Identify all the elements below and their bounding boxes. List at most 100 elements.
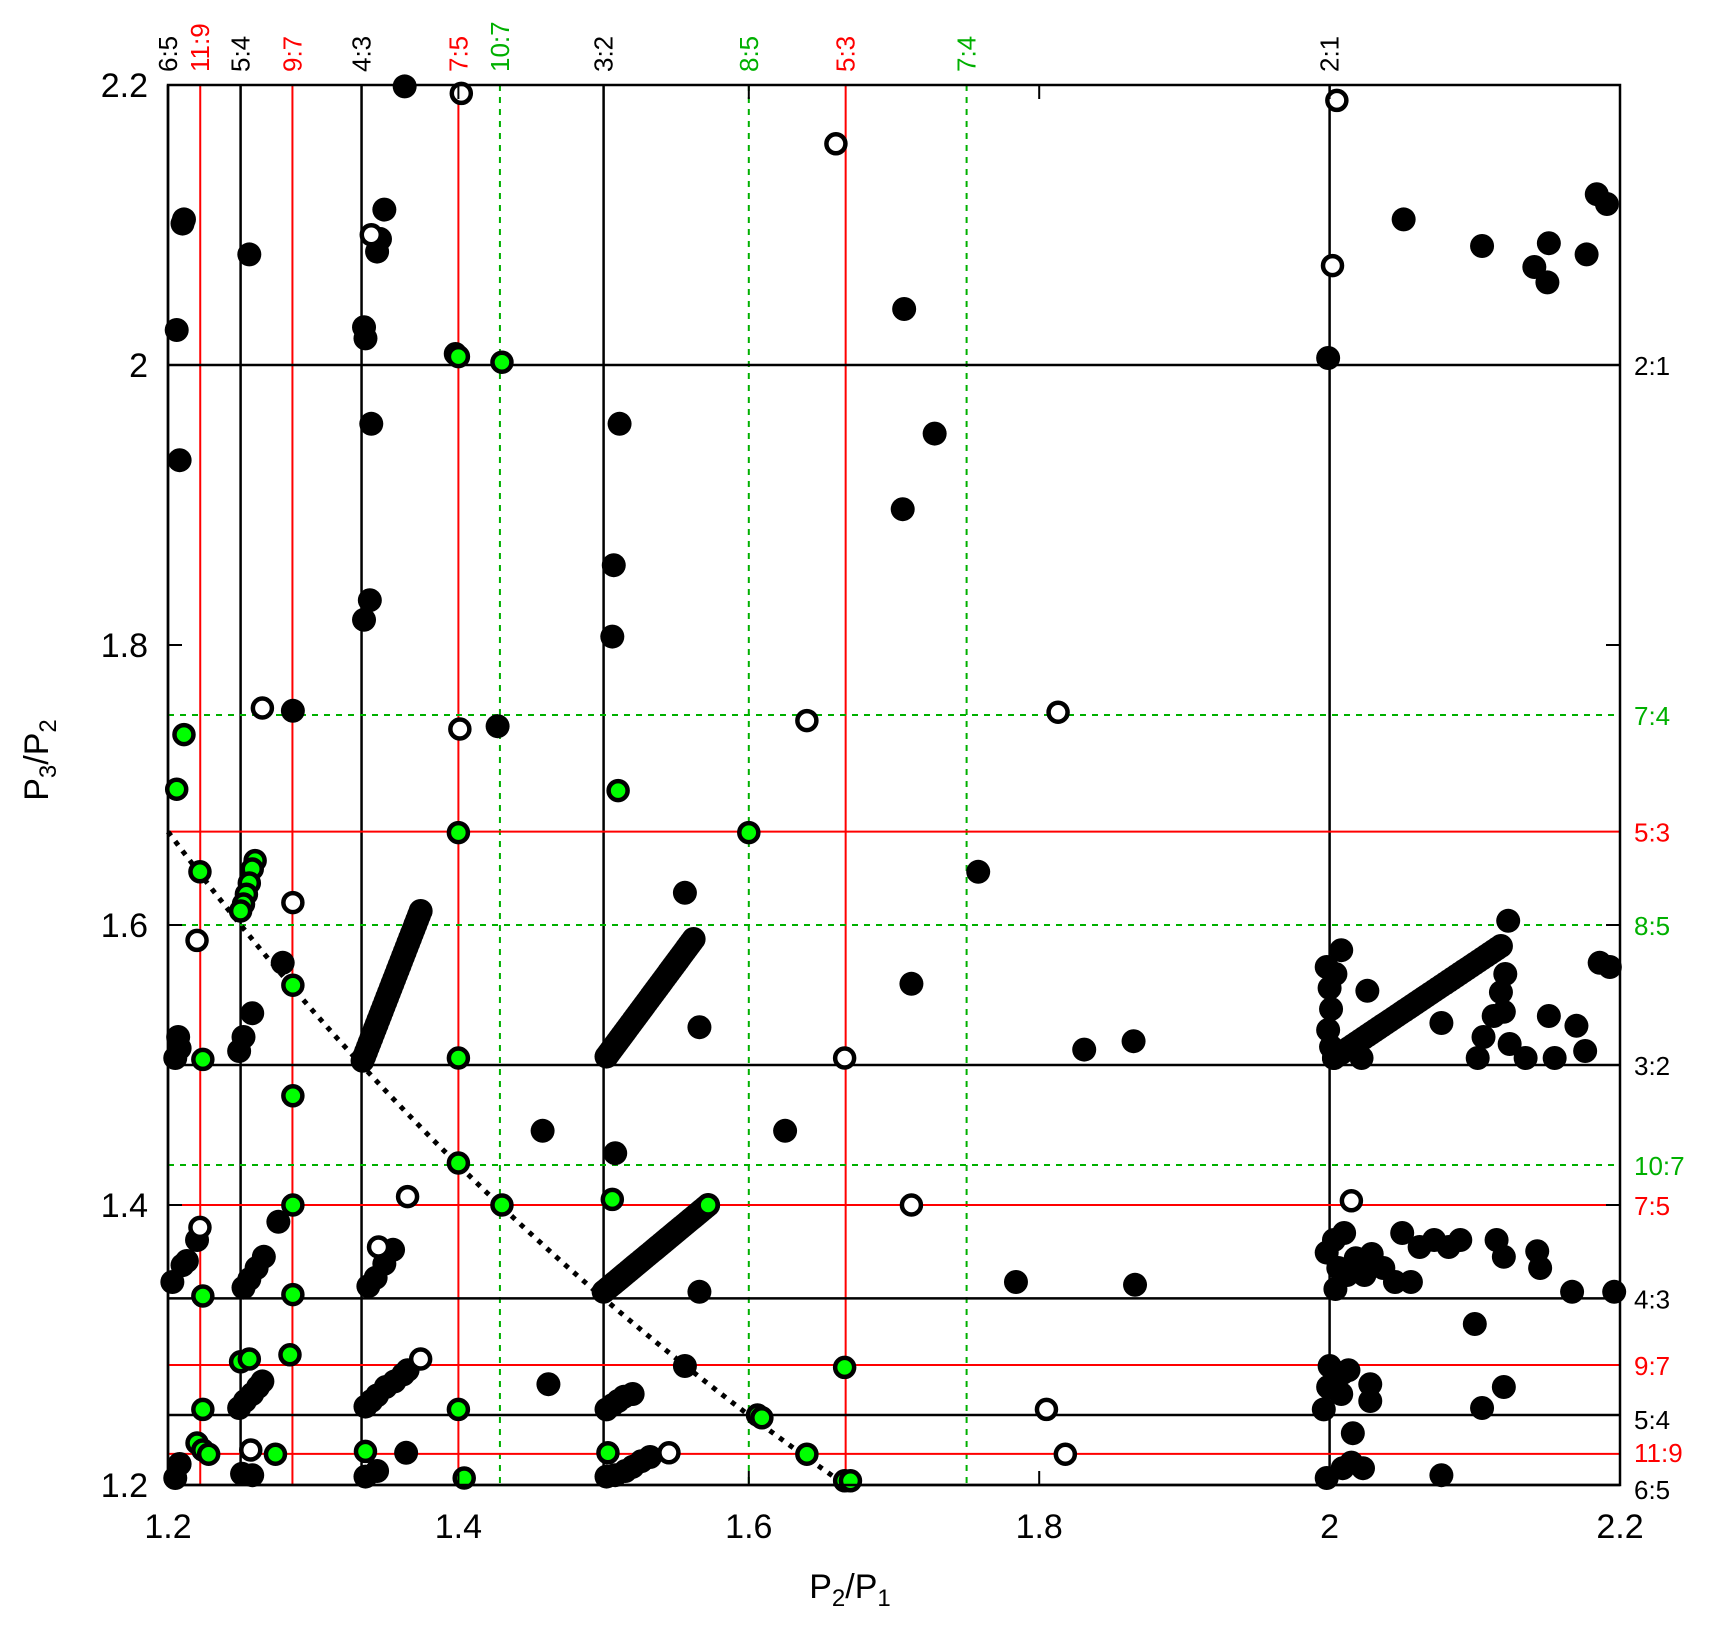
filled-point <box>1358 1372 1383 1397</box>
y-tick-label: 1.2 <box>101 1467 148 1505</box>
filled-point <box>1121 1029 1146 1054</box>
open-point <box>1339 1189 1364 1213</box>
filled-point <box>966 859 991 884</box>
open-point <box>824 132 848 156</box>
green-point <box>237 1347 262 1371</box>
filled-point <box>1448 1228 1473 1252</box>
open-point <box>795 708 819 733</box>
open-point <box>359 223 384 247</box>
horizontal-resonance-label: 11:9 <box>1634 1438 1683 1468</box>
filled-point <box>536 1372 561 1397</box>
filled-point <box>266 1209 291 1234</box>
green-point <box>281 1193 305 1217</box>
x-tick-label: 1.6 <box>725 1508 772 1546</box>
horizontal-resonance-label: 10:7 <box>1634 1151 1685 1181</box>
filled-point <box>773 1118 798 1143</box>
vertical-resonance-label: 2:1 <box>1315 36 1345 72</box>
green-point <box>446 1046 471 1070</box>
filled-point <box>167 448 192 473</box>
filled-point <box>672 880 697 905</box>
green-point <box>446 1397 471 1422</box>
filled-point <box>227 1039 252 1063</box>
y-axis-title: P3/P2 <box>18 719 62 801</box>
filled-point <box>240 1463 265 1488</box>
filled-point <box>1316 346 1341 370</box>
horizontal-resonance-label: 5:3 <box>1634 818 1670 848</box>
open-point <box>250 696 275 720</box>
green-point <box>278 1343 302 1367</box>
vertical-resonance-label: 7:5 <box>443 36 473 72</box>
filled-point <box>638 1445 663 1469</box>
filled-point <box>1429 1463 1454 1488</box>
green-point <box>263 1442 288 1466</box>
green-point <box>228 899 253 923</box>
green-point <box>281 1282 305 1307</box>
filled-point <box>1329 1382 1354 1406</box>
filled-point <box>353 326 378 351</box>
x-tick-label: 1.8 <box>1016 1508 1063 1546</box>
y-tick-label: 1.6 <box>101 907 148 945</box>
x-tick-label: 1.4 <box>435 1508 482 1546</box>
filled-point <box>1349 1046 1374 1070</box>
open-point <box>395 1184 420 1209</box>
filled-point <box>1481 1004 1506 1028</box>
filled-point <box>600 624 625 649</box>
filled-point <box>1564 1013 1589 1038</box>
vertical-resonance-label: 5:3 <box>831 36 861 72</box>
filled-point <box>1319 997 1344 1021</box>
filled-point <box>394 1440 419 1465</box>
filled-point <box>892 297 917 321</box>
green-point <box>353 1439 378 1464</box>
filled-point <box>899 971 924 996</box>
open-point <box>1325 88 1349 113</box>
vertical-resonance-label: 11:9 <box>185 23 215 72</box>
filled-point <box>1574 242 1599 267</box>
open-point <box>1034 1397 1059 1422</box>
green-point <box>446 820 471 845</box>
filled-point <box>1471 1025 1496 1049</box>
open-point <box>448 717 472 741</box>
green-point <box>606 778 630 803</box>
horizontal-resonance-label: 3:2 <box>1634 1051 1670 1081</box>
filled-point <box>1340 1421 1365 1446</box>
filled-point <box>1536 231 1561 256</box>
y-tick-label: 2 <box>129 347 148 385</box>
filled-points <box>160 74 1627 1490</box>
resonance-lines <box>166 85 1620 1487</box>
filled-point <box>359 411 384 436</box>
filled-point <box>1573 1039 1598 1063</box>
filled-point <box>392 74 417 99</box>
filled-point <box>601 553 626 578</box>
filled-point <box>237 242 262 267</box>
filled-point <box>1491 1375 1516 1399</box>
filled-point <box>1321 1046 1346 1070</box>
open-point <box>188 1215 212 1240</box>
green-point <box>191 1284 215 1308</box>
open-point <box>899 1193 924 1217</box>
open-point <box>281 890 305 915</box>
green-point <box>750 1406 774 1430</box>
filled-point <box>352 607 377 632</box>
filled-point <box>1398 1270 1423 1294</box>
open-points <box>185 81 1364 1466</box>
green-point <box>446 344 471 369</box>
vertical-resonance-label: 8:5 <box>734 36 764 72</box>
horizontal-resonance-label: 4:3 <box>1634 1284 1670 1314</box>
green-point <box>832 1355 857 1380</box>
filled-point <box>1528 1256 1553 1280</box>
open-point <box>366 1235 391 1259</box>
open-point <box>1053 1442 1078 1466</box>
open-point <box>1320 253 1345 278</box>
filled-point <box>365 1459 390 1483</box>
track-point <box>1488 934 1513 958</box>
x-tick-label: 2 <box>1320 1508 1339 1546</box>
filled-point <box>1352 1263 1377 1287</box>
vertical-resonance-label: 9:7 <box>277 36 307 72</box>
x-axis-title: P2/P1 <box>809 1568 891 1612</box>
vertical-resonance-label: 3:2 <box>589 36 619 72</box>
green-point <box>281 1084 305 1108</box>
filled-point <box>250 1369 275 1394</box>
horizontal-resonance-label: 2:1 <box>1634 351 1670 381</box>
filled-point <box>1123 1272 1148 1297</box>
filled-point <box>1429 1011 1454 1035</box>
